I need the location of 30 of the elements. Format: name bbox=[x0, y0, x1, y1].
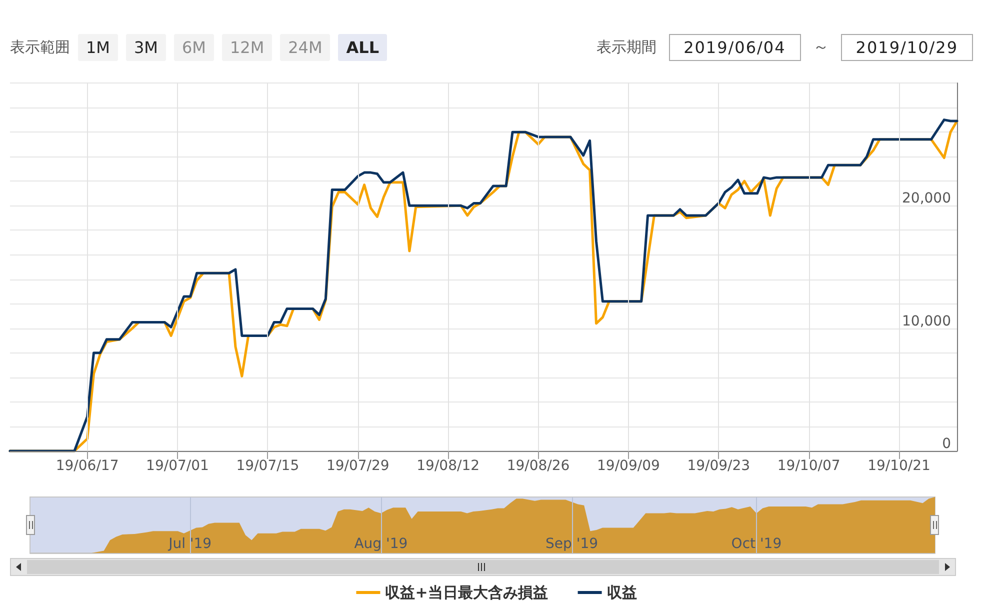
range-button: 1M bbox=[78, 34, 118, 60]
x-tick-label: Oct '19 bbox=[731, 536, 782, 552]
x-tick-label: Jul '19 bbox=[168, 536, 212, 552]
x-tick-label: Aug '19 bbox=[354, 536, 408, 552]
date-field: 2019/06/04 bbox=[668, 34, 801, 60]
x-tick-label: 19/08/12 bbox=[416, 458, 480, 474]
legend-label: 収益 bbox=[606, 584, 637, 602]
range-button: ALL bbox=[338, 34, 388, 60]
y-tick-label: 0 bbox=[942, 436, 951, 452]
range-button: 24M bbox=[280, 34, 330, 60]
text: ～ bbox=[812, 36, 829, 58]
x-tick-label: 19/10/07 bbox=[777, 458, 840, 474]
date-field: 2019/10/29 bbox=[840, 34, 973, 60]
x-tick-label: 19/07/29 bbox=[326, 458, 390, 474]
y-tick-label: 10,000 bbox=[902, 313, 951, 330]
legend-label: 収益+当日最大含み損益 bbox=[385, 584, 548, 602]
text: 表示範囲 bbox=[10, 38, 70, 56]
range-button: 3M bbox=[126, 34, 166, 60]
x-tick-label: 19/08/26 bbox=[506, 458, 570, 474]
x-tick-label: 19/10/21 bbox=[868, 458, 930, 474]
x-tick-label: 19/09/09 bbox=[597, 458, 660, 474]
x-tick-label: Sep '19 bbox=[546, 536, 598, 552]
range-button: 6M bbox=[174, 34, 214, 60]
x-tick-label: 19/07/01 bbox=[146, 458, 209, 474]
x-tick-label: 19/09/23 bbox=[687, 458, 750, 474]
x-tick-label: 19/07/15 bbox=[236, 458, 300, 474]
x-tick-label: 19/06/17 bbox=[56, 458, 119, 474]
range-button: 12M bbox=[222, 34, 272, 60]
y-tick-label: 20,000 bbox=[902, 190, 951, 207]
text: 表示期間 bbox=[596, 38, 657, 56]
